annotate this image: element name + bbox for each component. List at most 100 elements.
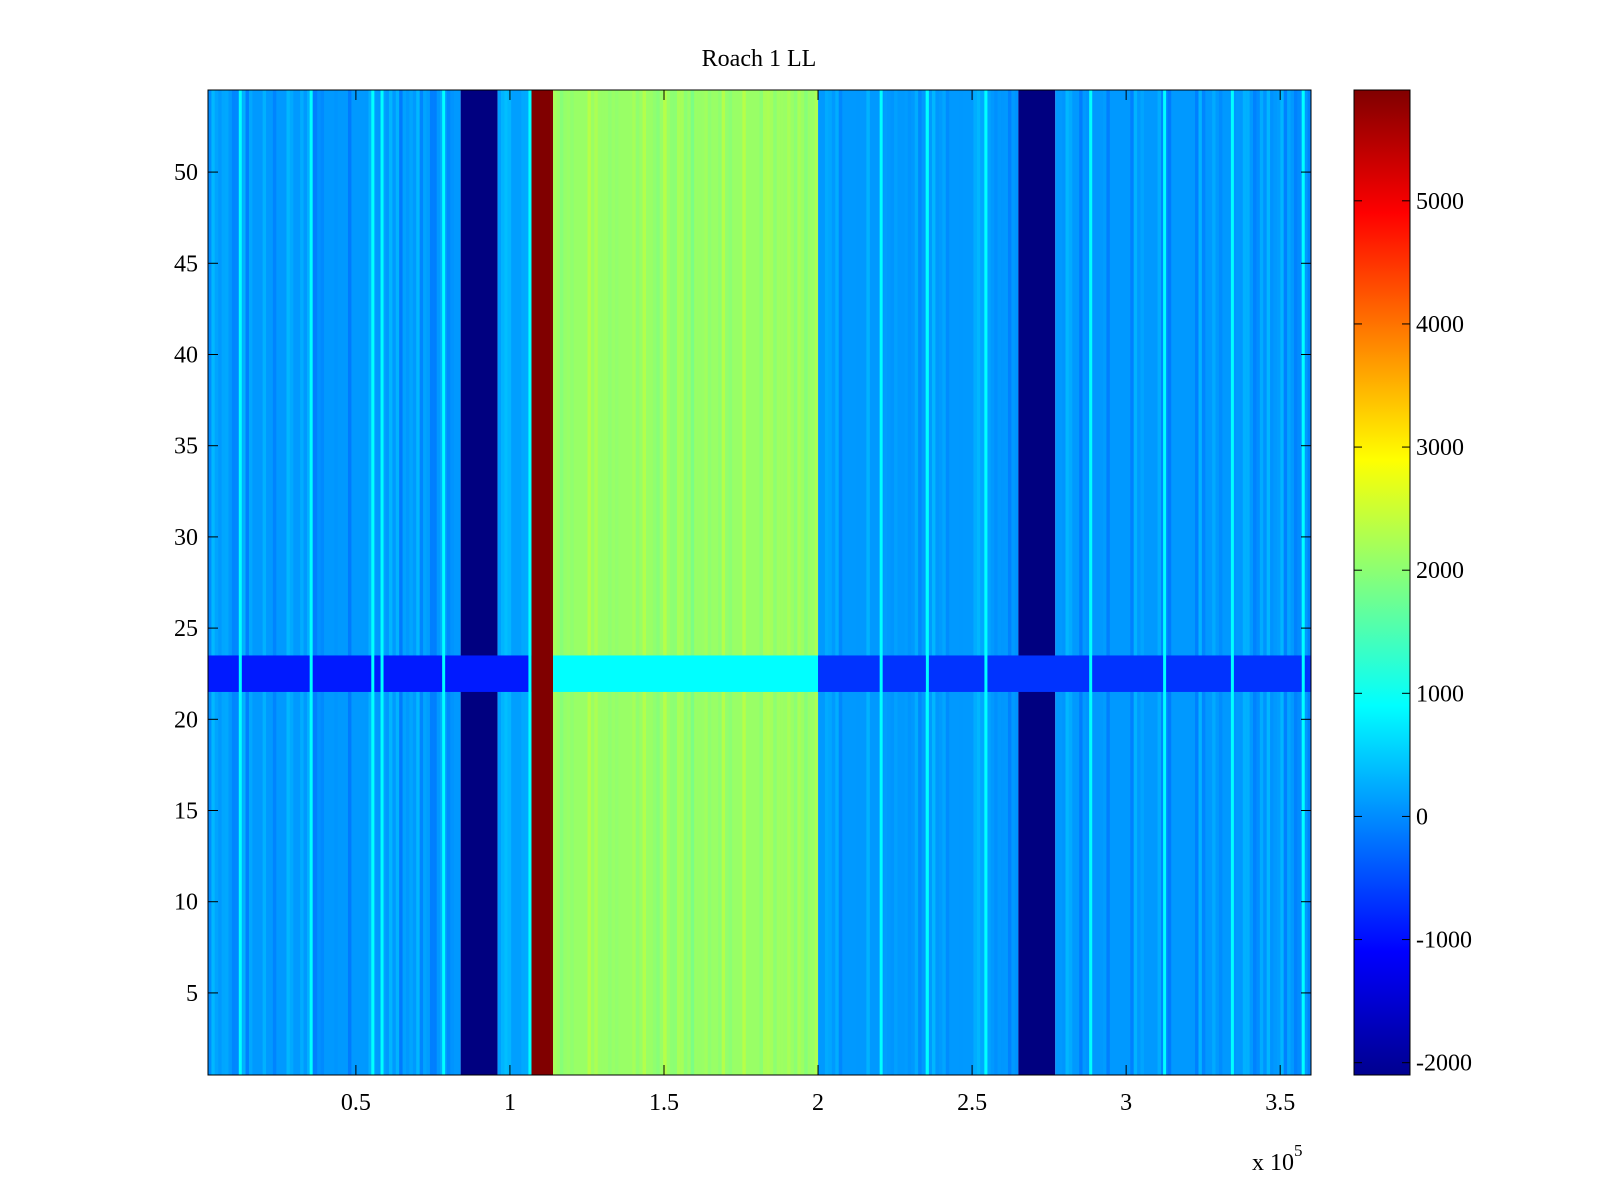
heatmap-texture-column xyxy=(907,90,912,1075)
heatmap-texture-column xyxy=(797,90,801,1075)
heatmap-texture-column xyxy=(1065,90,1069,1075)
heatmap-texture-column xyxy=(814,90,819,1075)
heatmap-texture-column xyxy=(399,90,403,1075)
heatmap-texture-column xyxy=(594,90,598,1075)
heatmap-streak-0 xyxy=(238,90,242,1075)
heatmap-texture-column xyxy=(208,90,212,1075)
heatmap-band-3 xyxy=(531,90,554,1075)
heatmap-texture-column xyxy=(728,90,733,1075)
x-tick-label: 1.5 xyxy=(649,1090,679,1116)
heatmap-texture-column xyxy=(935,90,939,1075)
x-tick-label: 2 xyxy=(812,1090,824,1116)
heatmap-texture-column xyxy=(1167,90,1172,1075)
heatmap-band-1 xyxy=(460,90,498,1075)
heatmap-texture-column xyxy=(214,90,219,1075)
heatmap-texture-column xyxy=(1201,90,1206,1075)
heatmap-texture-column xyxy=(856,90,860,1075)
chart-title: Roach 1 LL xyxy=(702,46,817,72)
axes-frame xyxy=(207,89,1312,1076)
heatmap-texture-column xyxy=(663,90,667,1075)
heatmap-texture-column xyxy=(1218,90,1223,1075)
heatmap-texture-column xyxy=(994,90,998,1075)
heatmap-texture-column xyxy=(1253,90,1257,1075)
heatmap-texture-column xyxy=(632,90,636,1075)
heatmap-texture-column xyxy=(365,90,369,1075)
y-tick-label: 15 xyxy=(174,799,198,825)
y-tick-label: 35 xyxy=(174,434,198,460)
heatmap-texture-column xyxy=(759,90,763,1075)
x-tick-label: 2.5 xyxy=(957,1090,987,1116)
x-tick-label: 3 xyxy=(1120,1090,1132,1116)
heatmap-texture-column xyxy=(1007,90,1012,1075)
heatmap-texture-column xyxy=(504,90,508,1075)
heatmap-streak-3 xyxy=(380,90,384,1075)
heatmap-texture-column xyxy=(762,90,767,1075)
heatmap-texture-column xyxy=(262,90,267,1075)
heatmap-texture-column xyxy=(501,90,505,1075)
heatmap-texture-column xyxy=(1130,90,1134,1075)
heatmap-texture-column xyxy=(382,90,386,1075)
heatmap-texture-column xyxy=(959,90,964,1075)
colorbar-tick-label: 4000 xyxy=(1416,312,1464,338)
heatmap-texture-column xyxy=(670,90,674,1075)
heatmap-texture-column xyxy=(883,90,888,1075)
heatmap-texture-column xyxy=(718,90,722,1075)
heatmap-texture-column xyxy=(300,90,304,1075)
heatmap-texture-column xyxy=(680,90,684,1075)
heatmap-texture-column xyxy=(769,90,774,1075)
x-axis-exponent: x 105 xyxy=(1252,1141,1303,1176)
y-tick-label: 45 xyxy=(174,251,198,277)
heatmap-texture-column xyxy=(1195,90,1199,1075)
heatmap-band-6 xyxy=(1018,90,1056,1075)
heatmap-texture-column xyxy=(997,90,1002,1075)
colorbar-tick-label: 1000 xyxy=(1416,681,1464,707)
heatmap-texture-column xyxy=(942,90,946,1075)
heatmap-texture-column xyxy=(904,90,908,1075)
heatmap-texture-column xyxy=(1212,90,1216,1075)
heatmap-texture-column xyxy=(1242,90,1247,1075)
heatmap-texture-column xyxy=(793,90,798,1075)
heatmap-texture-column xyxy=(1160,90,1165,1075)
heatmap-streak-12 xyxy=(1301,90,1305,1075)
x-exponent-power: 5 xyxy=(1294,1141,1303,1160)
heatmap-row-band-1 xyxy=(553,655,819,692)
colorbar-tick-label: 5000 xyxy=(1416,189,1464,215)
heatmap-texture-column xyxy=(409,90,413,1075)
heatmap-texture-column xyxy=(242,90,246,1075)
y-tick-label: 30 xyxy=(174,525,198,551)
heatmap-texture-column xyxy=(894,90,898,1075)
heatmap-texture-column xyxy=(570,90,574,1075)
heatmap-texture-column xyxy=(1014,90,1019,1075)
heatmap-texture-column xyxy=(225,90,229,1075)
heatmap-texture-column xyxy=(272,90,277,1075)
heatmap-texture-column xyxy=(652,90,657,1075)
heatmap-texture-column xyxy=(559,90,564,1075)
heatmap-texture-column xyxy=(980,90,984,1075)
heatmap-texture-column xyxy=(918,90,922,1075)
heatmap-texture-column xyxy=(221,90,226,1075)
heatmap-texture-column xyxy=(231,90,236,1075)
heatmap-texture-column xyxy=(402,90,407,1075)
x-tick-label: 3.5 xyxy=(1265,1090,1295,1116)
heatmap-texture-column xyxy=(368,90,372,1075)
heatmap-texture-column xyxy=(766,90,770,1075)
heatmap-streak-6 xyxy=(879,90,883,1075)
heatmap-texture-column xyxy=(642,90,646,1075)
heatmap-streak-7 xyxy=(925,90,929,1075)
heatmap-texture-column xyxy=(938,90,943,1075)
heatmap-texture-column xyxy=(416,90,420,1075)
heatmap-texture-column xyxy=(1307,90,1311,1075)
heatmap-texture-column xyxy=(683,90,688,1075)
heatmap-texture-column xyxy=(838,90,843,1075)
heatmap-texture-column xyxy=(742,90,746,1075)
colorbar xyxy=(1353,89,1411,1076)
heatmap-streak-8 xyxy=(984,90,988,1075)
heatmap-texture-column xyxy=(1297,90,1301,1075)
heatmap-texture-column xyxy=(976,90,981,1075)
heatmap-texture-column xyxy=(245,90,249,1075)
y-tick-label: 50 xyxy=(174,160,198,186)
heatmap-texture-column xyxy=(780,90,784,1075)
heatmap-texture-column xyxy=(931,90,936,1075)
y-tick-label: 25 xyxy=(174,616,198,642)
